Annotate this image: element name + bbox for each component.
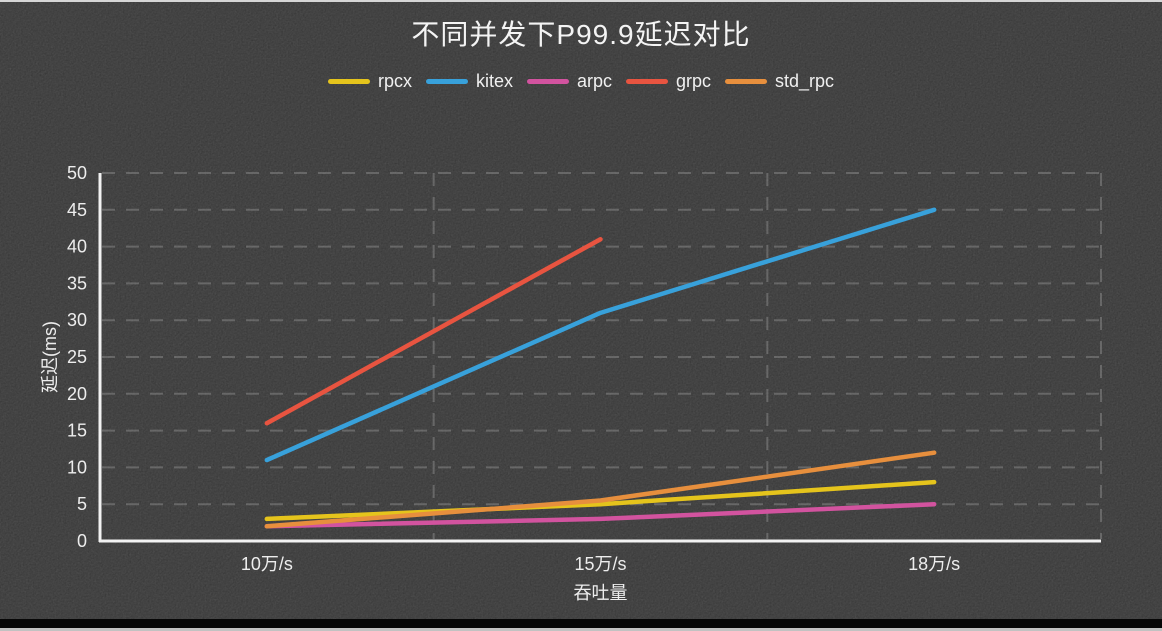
screen-top-edge bbox=[0, 0, 1162, 2]
series-line-rpcx bbox=[264, 479, 937, 522]
legend-swatch-kitex bbox=[425, 78, 468, 84]
legend-swatch-rpcx bbox=[327, 78, 370, 84]
legend-item-rpcx: rpcx bbox=[327, 71, 412, 91]
y-tick-label: 15 bbox=[67, 421, 87, 441]
legend-label-arpc: arpc bbox=[576, 71, 612, 91]
legend-label-grpc: grpc bbox=[676, 71, 712, 91]
screen-bottom-edge bbox=[0, 628, 1162, 631]
x-axis-title: 吞吐量 bbox=[574, 583, 628, 603]
legend-swatch-arpc bbox=[526, 78, 569, 84]
legend-item-std_rpc: std_rpc bbox=[725, 71, 834, 91]
screen-bottom-bar bbox=[0, 619, 1162, 628]
series-line-kitex bbox=[264, 207, 937, 463]
y-tick-label: 50 bbox=[67, 163, 87, 183]
legend-item-grpc: grpc bbox=[626, 71, 711, 91]
y-tick-label: 5 bbox=[77, 494, 87, 514]
y-tick-label: 45 bbox=[67, 200, 87, 220]
legend-label-rpcx: rpcx bbox=[377, 71, 412, 91]
x-tick-label: 15万/s bbox=[574, 554, 626, 574]
y-tick-label: 30 bbox=[67, 310, 87, 330]
legend-label-std_rpc: std_rpc bbox=[775, 71, 835, 91]
y-tick-label: 0 bbox=[77, 531, 87, 551]
x-tick-label: 18万/s bbox=[908, 554, 960, 574]
x-tick-label: 10万/s bbox=[241, 554, 293, 574]
chart-title: 不同并发下P99.9延迟对比 bbox=[411, 19, 751, 50]
y-axis-title: 延迟(ms) bbox=[40, 321, 60, 393]
legend-label-kitex: kitex bbox=[475, 71, 513, 91]
legend-swatch-grpc bbox=[626, 78, 668, 84]
y-tick-label: 20 bbox=[67, 384, 87, 404]
chart-legend: rpcx kitex arpc grpc std_rpc bbox=[0, 71, 1162, 91]
legend-item-kitex: kitex bbox=[425, 71, 513, 91]
y-tick-label: 25 bbox=[67, 347, 87, 367]
series-line-std_rpc bbox=[264, 450, 937, 529]
series-line-grpc bbox=[264, 236, 603, 426]
y-tick-label: 10 bbox=[67, 457, 87, 477]
legend-item-arpc: arpc bbox=[526, 71, 612, 91]
series-line-arpc bbox=[264, 501, 937, 529]
legend-swatch-std_rpc bbox=[725, 78, 768, 84]
y-tick-label: 35 bbox=[67, 273, 87, 293]
y-tick-label: 40 bbox=[67, 237, 87, 257]
